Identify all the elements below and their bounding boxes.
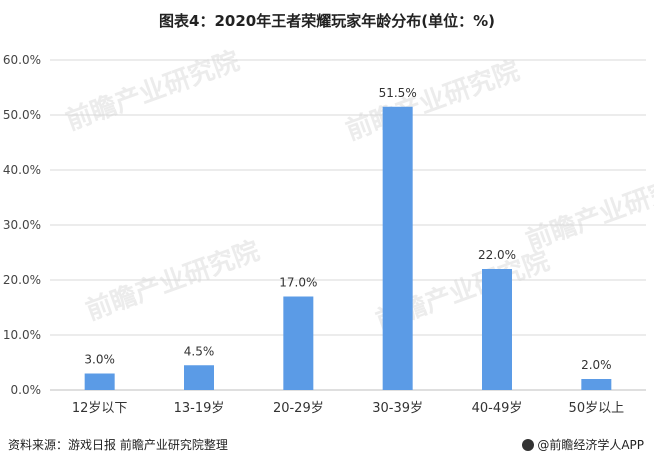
bar-value-label: 4.5%	[184, 344, 215, 358]
brand-credit: @前瞻经济学人APP	[522, 436, 644, 453]
chart-title: 图表4：2020年王者荣耀玩家年龄分布(单位：%)	[159, 12, 495, 30]
bar-value-label: 3.0%	[84, 353, 115, 367]
watermark-text: 前瞻产业研究院	[342, 55, 524, 146]
x-tick-label: 30-39岁	[372, 401, 423, 416]
brand-logo-icon	[522, 438, 535, 451]
bar-value-label: 17.0%	[279, 276, 317, 290]
bar	[84, 373, 115, 390]
bar	[482, 269, 512, 390]
x-tick-label: 20-29岁	[273, 401, 324, 416]
watermark-text: 前瞻产业研究院	[522, 165, 654, 256]
y-tick-label: 0.0%	[11, 383, 42, 397]
bars	[84, 106, 612, 390]
watermark-text: 前瞻产业研究院	[62, 45, 244, 136]
x-tick-label: 50岁以上	[569, 401, 625, 416]
bar-value-label: 51.5%	[379, 86, 417, 100]
bar-value-label: 22.0%	[478, 248, 516, 262]
x-axis-ticks: 12岁以下 13-19岁 20-29岁 30-39岁 40-49岁 50岁以上	[72, 401, 624, 416]
y-tick-label: 10.0%	[3, 328, 41, 342]
bar	[283, 296, 314, 390]
y-tick-label: 40.0%	[3, 163, 41, 177]
bar	[581, 379, 612, 390]
y-tick-label: 60.0%	[3, 53, 41, 67]
watermark-text: 前瞻产业研究院	[82, 235, 264, 326]
y-tick-label: 20.0%	[3, 273, 41, 287]
x-tick-label: 40-49岁	[472, 401, 523, 416]
y-axis-ticks: 0.0% 10.0% 20.0% 30.0% 40.0% 50.0% 60.0%	[3, 53, 41, 397]
source-note: 资料来源：游戏日报 前瞻产业研究院整理	[8, 438, 228, 452]
value-labels: 3.0% 4.5% 17.0% 51.5% 22.0% 2.0%	[84, 86, 611, 372]
bar	[184, 365, 214, 390]
y-tick-label: 30.0%	[3, 218, 41, 232]
bar	[382, 106, 413, 390]
x-tick-label: 13-19岁	[174, 401, 225, 416]
bar-value-label: 2.0%	[581, 358, 612, 372]
x-tick-label: 12岁以下	[72, 401, 128, 416]
y-tick-label: 50.0%	[3, 108, 41, 122]
brand-text: @前瞻经济学人APP	[537, 438, 644, 452]
gridlines	[50, 59, 646, 391]
